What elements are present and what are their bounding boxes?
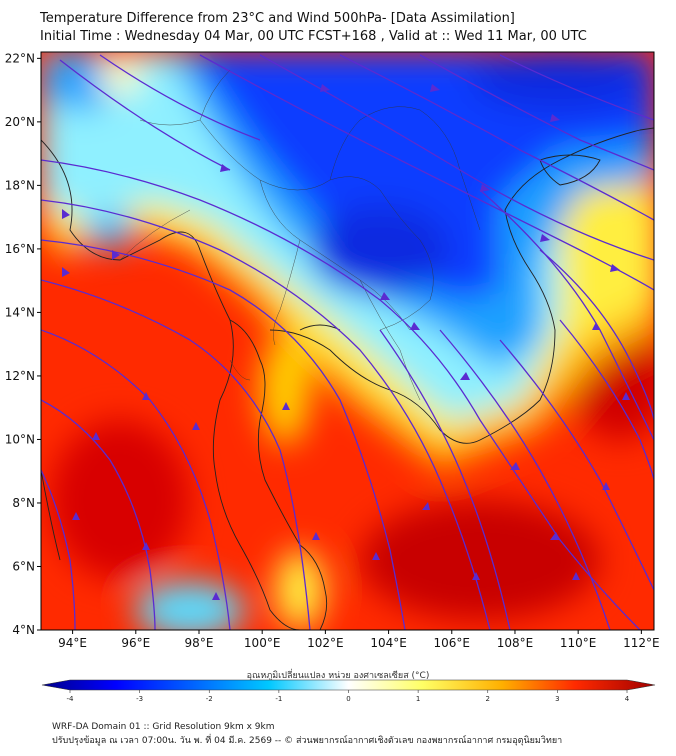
colorbar-tick-label: 0 — [346, 695, 350, 703]
map-canvas: 22°N 20°N 18°N 16°N 14°N 12°N 10°N 8°N 6°N 4°N 94… — [5, 51, 660, 650]
colorbar-tick-label: 4 — [625, 695, 630, 703]
chart-title: Temperature Difference from 23°C and Win… — [40, 10, 587, 46]
colorbar-label: อุณหภูมิเปลี่ยนแปลง หน่วย องศาเซลเซียส (… — [246, 671, 430, 681]
colorbar-tick-label: 3 — [555, 695, 559, 703]
lon-label: 104°E — [370, 636, 407, 650]
lon-label: 94°E — [58, 636, 87, 650]
footer-line-1: WRF-DA Domain 01 :: Grid Resolution 9km … — [52, 722, 275, 732]
lat-label: 18°N — [5, 178, 35, 192]
lon-label: 98°E — [185, 636, 214, 650]
wind-streamlines — [41, 54, 654, 630]
lat-label: 10°N — [5, 432, 35, 446]
lat-label: 20°N — [5, 115, 35, 129]
lon-label: 108°E — [497, 636, 534, 650]
colorbar-tick-label: 2 — [486, 695, 490, 703]
lon-label: 102°E — [307, 636, 344, 650]
lat-label: 4°N — [12, 623, 35, 637]
colorbar-gradient — [41, 679, 656, 691]
lat-label: 22°N — [5, 51, 35, 65]
colorbar-tick-label: -1 — [275, 695, 282, 703]
lat-label: 6°N — [12, 559, 35, 573]
lon-label: 106°E — [434, 636, 471, 650]
wind-arrows — [62, 84, 630, 600]
lat-label: 12°N — [5, 369, 35, 383]
lon-label: 100°E — [244, 636, 281, 650]
map-frame — [40, 51, 655, 631]
latitude-axis: 22°N 20°N 18°N 16°N 14°N 12°N 10°N 8°N 6°N 4°N — [5, 51, 41, 637]
title-line-1: Temperature Difference from 23°C and Win… — [40, 11, 515, 26]
title-line-2: Initial Time : Wednesday 04 Mar, 00 UTC … — [40, 29, 587, 44]
colorbar-tick-label: -3 — [136, 695, 143, 703]
lon-label: 110°E — [560, 636, 597, 650]
lon-label: 112°E — [623, 636, 660, 650]
colorbar-tick-label: -2 — [206, 695, 213, 703]
lat-label: 8°N — [12, 496, 35, 510]
longitude-axis: 94°E 96°E 98°E 100°E 102°E 104°E 106°E 108°E 110… — [58, 630, 660, 650]
colorbar-tick-label: -4 — [67, 695, 75, 703]
colorbar: -4 -3 -2 -1 0 1 2 3 4 — [41, 679, 656, 703]
colorbar-tick-label: 1 — [416, 695, 420, 703]
lat-label: 14°N — [5, 305, 35, 319]
footer: WRF-DA Domain 01 :: Grid Resolution 9km … — [52, 720, 562, 748]
country-borders — [119, 69, 481, 401]
lon-label: 96°E — [121, 636, 150, 650]
temperature-field — [41, 52, 654, 630]
lat-label: 16°N — [5, 242, 35, 256]
footer-line-2: ปรับปรุงข้อมูล ณ เวลา 07:00น. วัน พ. ที่… — [52, 736, 563, 746]
